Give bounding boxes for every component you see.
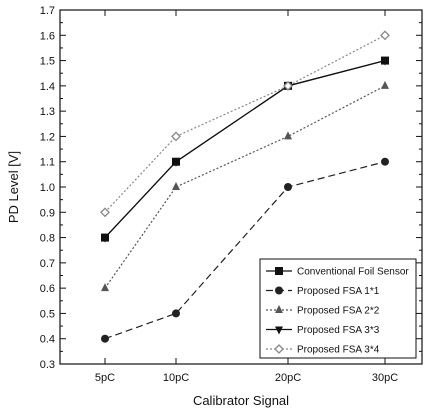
series-marker: [172, 158, 180, 167]
x-tick-label: 30pC: [372, 372, 398, 384]
series-line: [104, 85, 386, 289]
y-tick-label: 0.9: [40, 207, 55, 219]
legend-item: Proposed FSA 2*2: [266, 305, 380, 317]
series-marker: [172, 182, 180, 190]
series-line: [104, 161, 386, 340]
series-marker: [381, 80, 389, 89]
y-axis-title: PD Level [V]: [6, 151, 21, 223]
series-marker: [380, 30, 390, 41]
legend-label: Proposed FSA 2*2: [297, 306, 380, 317]
y-tick-label: 0.5: [40, 308, 55, 320]
series-group: [101, 57, 389, 243]
series-marker: [381, 57, 389, 66]
series-group: [101, 56, 389, 242]
series-marker: [275, 267, 283, 275]
series-line: [104, 59, 386, 238]
y-tick-label: 1.3: [40, 106, 55, 118]
series-marker: [284, 183, 292, 191]
series-marker: [171, 131, 181, 142]
series-marker: [100, 207, 110, 218]
x-tick-label: 20pC: [275, 372, 301, 384]
y-tick-label: 0.4: [40, 334, 55, 346]
series-line: [104, 59, 386, 238]
series-marker: [172, 309, 180, 318]
y-tick-label: 1.4: [40, 81, 55, 93]
series-group: [101, 157, 389, 343]
series-layer: [100, 30, 390, 343]
legend-item: Conventional Foil Sensor: [266, 267, 409, 278]
legend-label: Proposed FSA 3*4: [297, 345, 380, 356]
series-marker: [284, 131, 292, 140]
y-tick-label: 1.0: [40, 182, 55, 194]
series-line: [104, 34, 386, 213]
x-axis-title: Calibrator Signal: [193, 393, 289, 408]
y-tick-label: 1.5: [40, 56, 55, 68]
series-marker: [275, 286, 283, 295]
y-tick-label: 0.3: [40, 359, 55, 371]
legend-label: Proposed FSA 3*3: [297, 325, 380, 336]
series-marker: [275, 305, 283, 313]
legend-label: Conventional Foil Sensor: [297, 267, 409, 278]
series-marker: [101, 234, 109, 243]
tick-labels: 0.3 0.4 0.5 0.6 0.7 0.8 0.9 1.0 1.1 1.2 1.3 1.4 1.5 1…: [40, 5, 399, 384]
y-tick-label: 1.2: [40, 131, 55, 143]
series-marker: [283, 80, 293, 91]
legend-item: Proposed FSA 1*1: [266, 286, 380, 297]
y-tick-label: 0.6: [40, 283, 55, 295]
legend: Conventional Foil Sensor Proposed FSA 1*1…: [259, 258, 417, 359]
legend-label: Proposed FSA 1*1: [297, 286, 380, 297]
y-tick-label: 1.1: [40, 157, 55, 169]
series-group: [101, 80, 389, 292]
series-marker: [275, 326, 283, 335]
series-group: [100, 30, 390, 218]
legend-item: Proposed FSA 3*4: [266, 344, 380, 356]
y-tick-label: 0.7: [40, 258, 55, 270]
legend-item: Proposed FSA 3*3: [266, 325, 380, 336]
series-marker: [101, 283, 109, 292]
series-marker: [381, 157, 389, 166]
y-tick-label: 1.7: [40, 5, 55, 17]
y-tick-label: 1.6: [40, 30, 55, 42]
x-tick-label: 5pC: [95, 372, 115, 384]
series-marker: [274, 344, 284, 354]
x-tick-label: 10pC: [163, 372, 189, 384]
legend-box: [259, 258, 417, 359]
y-tick-label: 0.8: [40, 233, 55, 245]
series-marker: [101, 334, 109, 343]
axis-ticks: [60, 9, 422, 365]
